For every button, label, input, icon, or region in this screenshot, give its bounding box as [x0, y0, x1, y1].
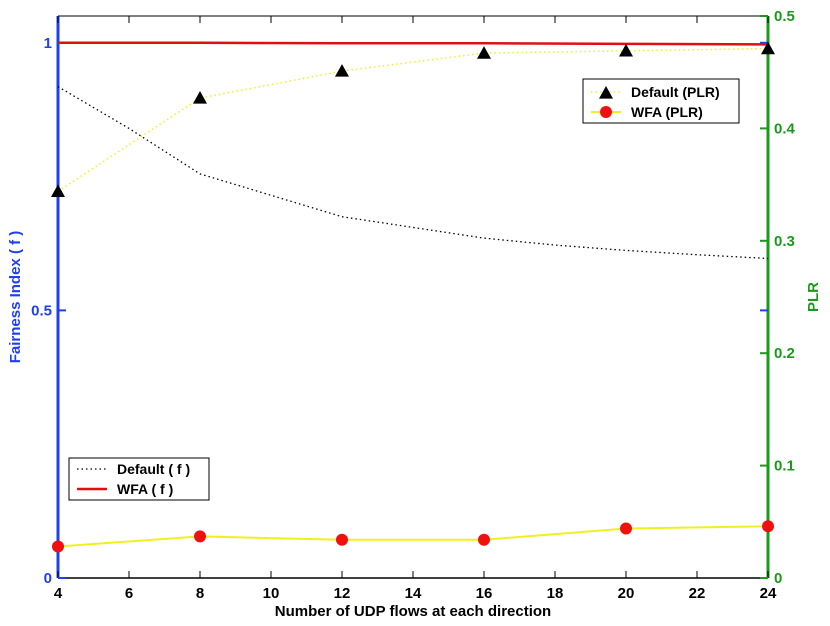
- default-plr-point: [51, 184, 65, 197]
- x-tick-label: 18: [547, 585, 564, 602]
- right-y-tick-label: 0.1: [774, 458, 795, 475]
- default-plr-point: [619, 43, 633, 57]
- series-wfa-plr-line: [57, 525, 769, 548]
- wfa-plr-point: [620, 522, 632, 535]
- default-plr-point: [193, 91, 207, 104]
- default-plr-point: [761, 41, 775, 55]
- left-y-tick-label: 0.5: [31, 302, 52, 319]
- legend-f-box: [68, 457, 210, 501]
- legend-default-f-label: Default ( f ): [117, 461, 190, 477]
- right-y-tick-label: 0.3: [774, 233, 795, 250]
- left-y-axis-title: Fairness Index ( f ): [7, 231, 24, 364]
- legend-wfa-plr-label: WFA (PLR): [631, 104, 703, 120]
- right-y-tick-label: 0: [774, 570, 782, 587]
- legend-wfa-plr-marker: [600, 106, 612, 118]
- x-tick-label: 14: [405, 585, 422, 602]
- right-y-tick-label: 0.4: [774, 120, 796, 137]
- x-tick-label: 24: [760, 585, 777, 602]
- wfa-plr-point: [336, 533, 348, 546]
- wfa-plr-point: [194, 530, 206, 543]
- x-tick-label: 12: [334, 585, 351, 602]
- right-y-tick-label: 0.2: [774, 345, 795, 362]
- x-tick-label: 16: [476, 585, 493, 602]
- x-tick-label: 4: [54, 585, 63, 602]
- left-y-tick-label: 0: [44, 570, 52, 587]
- default-plr-point: [477, 46, 491, 59]
- x-tick-label: 10: [263, 585, 280, 602]
- wfa-plr-point: [478, 533, 490, 546]
- x-tick-label: 22: [689, 585, 706, 602]
- left-y-tick-label: 1: [44, 35, 52, 52]
- wfa-plr-point: [762, 520, 774, 533]
- series-wfa-f-line: [58, 41, 769, 46]
- x-tick-label: 6: [125, 585, 133, 602]
- default-plr-point: [335, 64, 349, 77]
- legend-wfa-f-label: WFA ( f ): [117, 481, 173, 497]
- right-y-tick-label: 0.5: [774, 8, 795, 25]
- wfa-plr-point: [52, 540, 64, 553]
- x-axis-title: Number of UDP flows at each direction: [275, 603, 551, 620]
- x-tick-label: 8: [196, 585, 204, 602]
- right-y-axis-title: PLR: [805, 282, 822, 312]
- legend-default-plr-label: Default (PLR): [631, 84, 720, 100]
- legend-default-plr-marker: [599, 86, 613, 99]
- x-tick-label: 20: [618, 585, 635, 602]
